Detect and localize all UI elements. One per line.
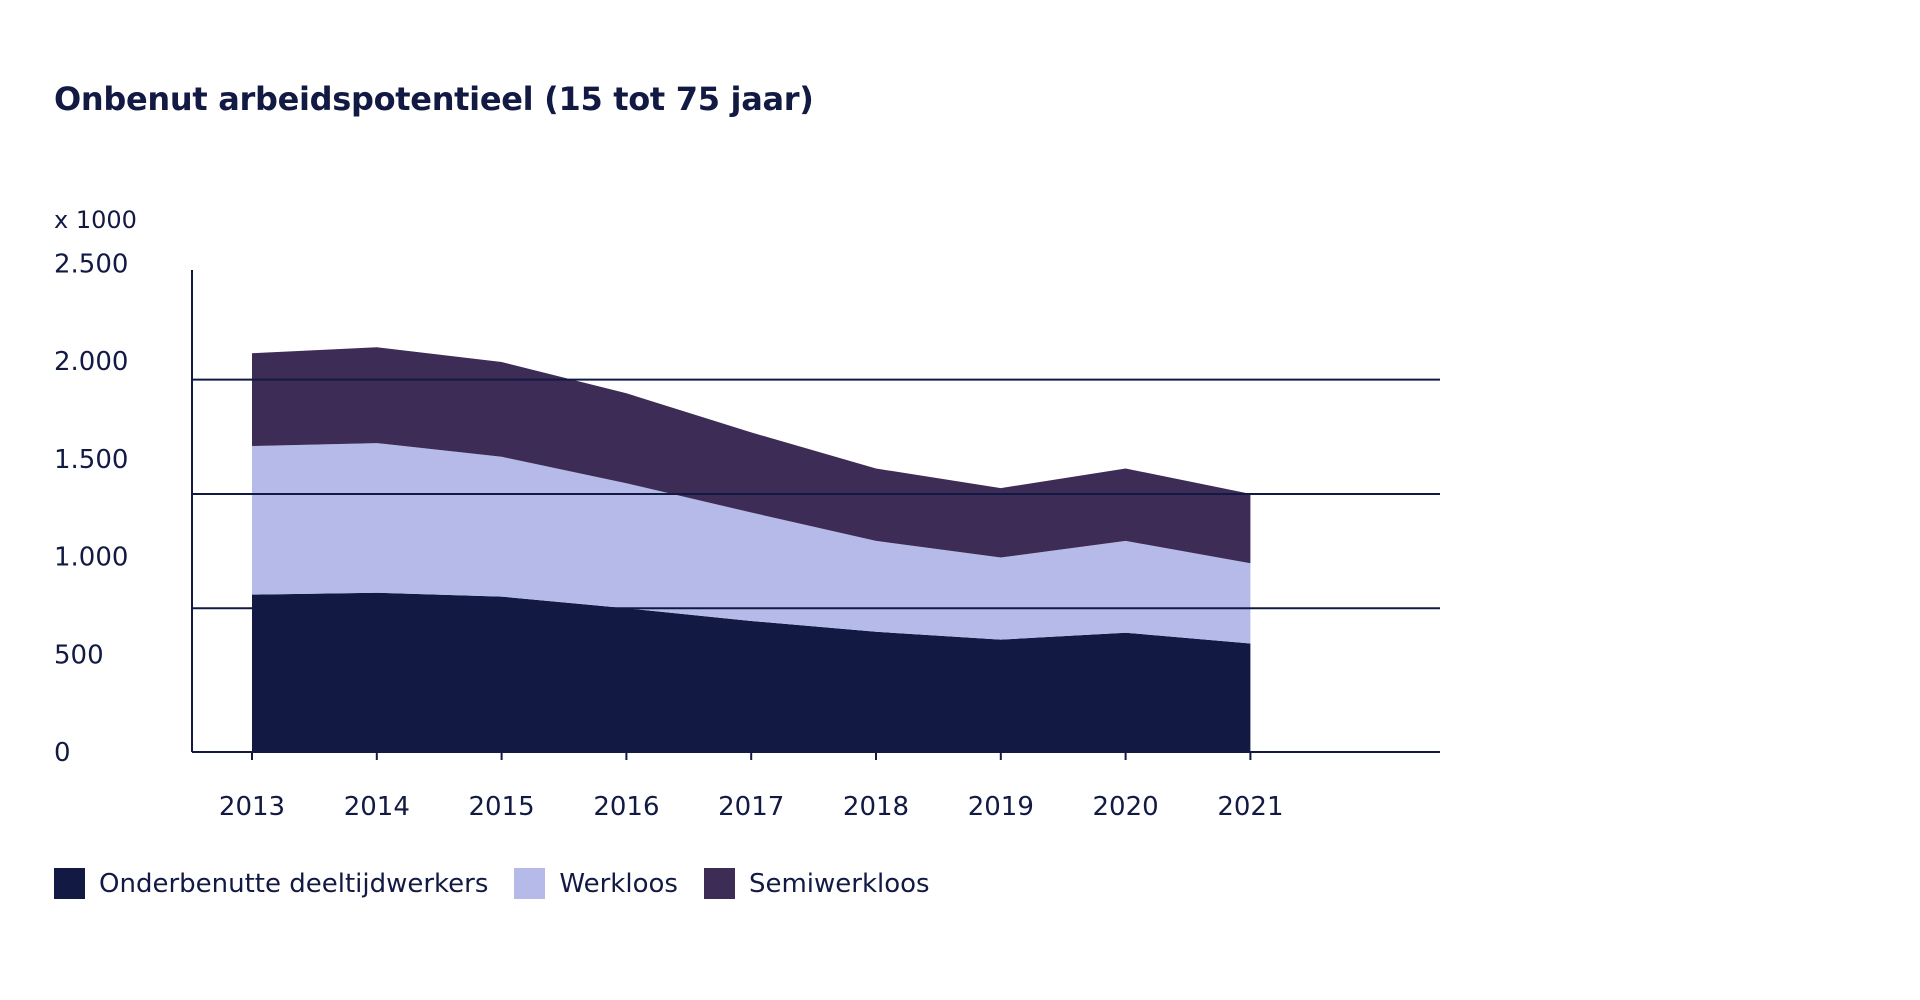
legend-item-deeltijdwerkers: Onderbenutte deeltijdwerkers <box>54 868 488 899</box>
x-tick-label: 2018 <box>843 792 909 822</box>
legend-item-semiwerkloos: Semiwerkloos <box>703 868 930 899</box>
area-semiwerkloos <box>252 347 1251 564</box>
legend-label: Semiwerkloos <box>748 868 930 899</box>
legend-label: Werkloos <box>559 868 678 899</box>
y-axis-unit-label: x 1000 <box>54 206 137 234</box>
x-tick-label: 2016 <box>593 792 659 822</box>
x-tick-label: 2014 <box>344 792 410 822</box>
chart-title: Onbenut arbeidspotentieel (15 tot 75 jaa… <box>54 80 814 118</box>
x-tick-label: 2015 <box>469 792 535 822</box>
legend-swatch <box>703 868 735 899</box>
area-onderbenutte-deeltijdwerkers <box>252 592 1251 752</box>
y-tick-label: 500 <box>54 640 104 670</box>
legend-swatch <box>54 868 85 899</box>
x-tick-label: 2013 <box>219 792 285 822</box>
legend-label: Onderbenutte deeltijdwerkers <box>99 868 489 899</box>
y-tick-label: 1.500 <box>54 445 128 475</box>
x-tick-label: 2020 <box>1093 792 1159 822</box>
x-tick-label: 2017 <box>718 792 784 822</box>
y-tick-label: 1.000 <box>54 543 128 573</box>
y-tick-label: 2.500 <box>54 249 128 279</box>
x-tick-label: 2019 <box>968 792 1034 822</box>
chart-legend: Onderbenutte deeltijdwerkers Werkloos Se… <box>54 868 956 899</box>
y-tick-label: 2.000 <box>54 347 128 377</box>
legend-item-werkloos: Werkloos <box>514 868 678 899</box>
y-tick-label: 0 <box>54 738 71 768</box>
legend-swatch <box>514 868 546 899</box>
x-tick-label: 2021 <box>1217 792 1283 822</box>
